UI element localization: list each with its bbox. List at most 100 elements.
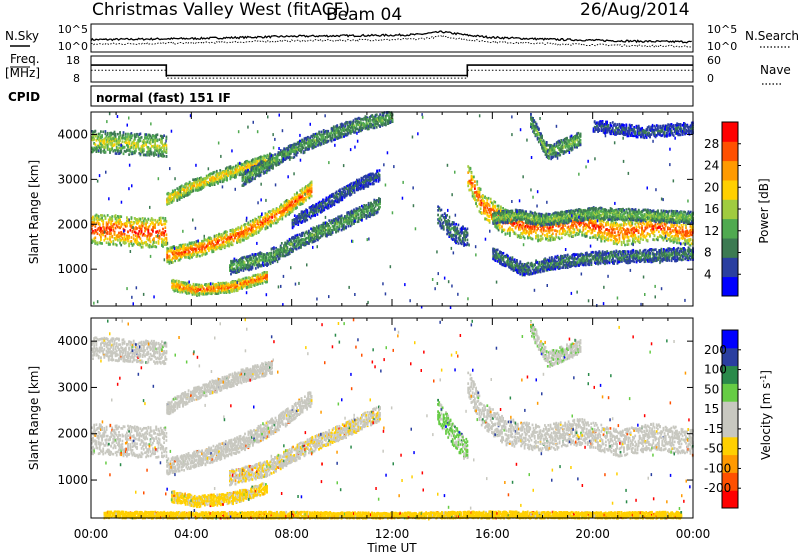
data-cell	[152, 219, 154, 222]
data-cell	[216, 234, 218, 237]
data-cell	[101, 217, 103, 220]
data-cell	[206, 252, 208, 255]
data-cell	[305, 199, 307, 202]
data-cell	[109, 243, 111, 246]
data-cell	[157, 140, 159, 143]
data-cell	[135, 136, 137, 139]
data-cell	[120, 244, 122, 247]
data-cell	[157, 145, 159, 148]
data-cell	[283, 214, 285, 217]
data-cell	[105, 217, 107, 220]
data-cell	[127, 240, 129, 243]
data-cell	[189, 251, 191, 254]
data-cell	[151, 233, 153, 236]
data-cell	[225, 245, 227, 248]
data-cell	[271, 213, 273, 216]
power-data	[91, 111, 694, 309]
data-cell	[166, 136, 168, 139]
data-cell	[276, 213, 278, 216]
data-cell	[204, 243, 206, 246]
data-cell	[254, 224, 256, 227]
data-cell	[158, 240, 160, 243]
data-cell	[220, 174, 222, 177]
data-cell	[97, 232, 99, 235]
data-cell	[181, 185, 183, 188]
data-cell	[162, 228, 164, 231]
noise-line-nsky	[91, 31, 692, 43]
data-cell	[281, 218, 283, 221]
data-cell	[159, 230, 161, 233]
data-cell	[198, 292, 200, 295]
data-cell	[141, 230, 143, 233]
data-cell	[266, 275, 268, 278]
data-cell	[234, 237, 236, 240]
data-cell	[123, 153, 125, 156]
data-cell	[311, 195, 313, 198]
data-cell	[99, 133, 101, 136]
data-cell	[126, 149, 128, 152]
data-cell	[105, 235, 107, 238]
data-cell	[125, 133, 127, 136]
data-cell	[255, 231, 257, 234]
data-cell	[142, 246, 144, 249]
data-cell	[234, 263, 236, 266]
data-cell	[228, 245, 230, 248]
data-cell	[169, 255, 171, 258]
data-cell	[280, 255, 282, 258]
data-cell	[108, 221, 110, 224]
data-cell	[258, 169, 260, 172]
data-cell	[154, 226, 156, 229]
data-cell	[122, 223, 124, 226]
data-cell	[202, 253, 204, 256]
data-cell	[140, 237, 142, 240]
cpid-label: CPID	[8, 90, 40, 104]
data-cell	[136, 227, 138, 230]
data-cell	[226, 179, 228, 182]
data-cell	[266, 278, 268, 281]
data-cell	[94, 237, 96, 240]
data-cell	[151, 151, 153, 154]
nave-tick-bottom: 0	[707, 72, 714, 85]
data-cell	[99, 223, 101, 226]
data-cell	[216, 178, 218, 181]
data-cell	[112, 240, 114, 243]
data-cell	[115, 227, 117, 230]
data-cell	[111, 147, 113, 150]
data-cell	[94, 130, 96, 133]
data-cell	[311, 181, 313, 184]
data-cell	[115, 133, 117, 136]
data-cell	[160, 217, 162, 220]
data-cell	[133, 147, 135, 150]
data-cell	[316, 133, 318, 136]
data-cell	[266, 156, 268, 159]
data-cell	[166, 147, 168, 150]
data-cell	[266, 271, 268, 274]
data-cell	[233, 240, 235, 243]
data-cell	[154, 142, 156, 145]
data-cell	[98, 149, 100, 152]
data-cell	[279, 218, 281, 221]
data-cell	[131, 146, 133, 149]
data-cell	[199, 255, 201, 258]
data-cell	[105, 151, 107, 154]
data-cell	[274, 219, 276, 222]
data-cell	[174, 260, 176, 263]
data-cell	[111, 235, 113, 238]
data-cell	[272, 154, 274, 157]
data-cell	[197, 254, 199, 257]
beam-label: Beam 04	[326, 5, 402, 25]
data-cell	[112, 243, 114, 246]
data-cell	[157, 133, 159, 136]
data-cell	[114, 233, 116, 236]
data-cell	[133, 234, 135, 237]
data-cell	[255, 253, 257, 256]
data-cell	[223, 240, 225, 243]
data-cell	[164, 223, 166, 226]
data-cell	[296, 240, 298, 243]
data-cell	[271, 216, 273, 219]
data-cell	[128, 153, 130, 156]
data-cell	[166, 220, 168, 223]
data-cell	[127, 230, 129, 233]
data-cell	[379, 113, 381, 116]
data-cell	[107, 133, 109, 136]
